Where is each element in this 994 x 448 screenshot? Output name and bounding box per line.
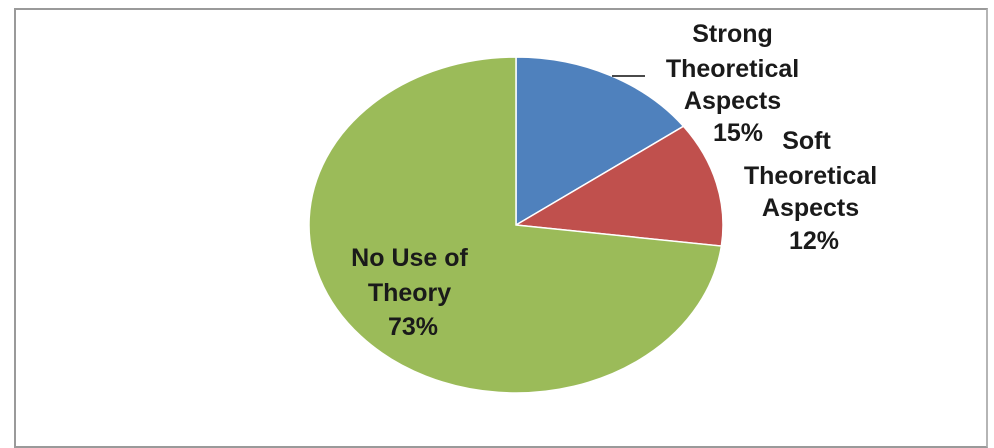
- slice-label-soft-line-1: Soft: [782, 127, 831, 155]
- slice-label-strong-line-2: Theoretical: [666, 55, 799, 83]
- slice-percent-no-theory: 73%: [388, 313, 438, 341]
- pie-chart: Strong Theoretical Aspects 15% Soft Theo…: [308, 20, 884, 394]
- slice-label-soft-line-3: Aspects: [762, 194, 859, 222]
- slice-label-strong-line-1: Strong: [692, 20, 773, 48]
- slice-label-strong-line-3: Aspects: [684, 87, 781, 115]
- slice-label-strong: Strong Theoretical Aspects 15%: [666, 20, 806, 147]
- slice-percent-soft: 12%: [789, 227, 839, 255]
- slice-percent-strong: 15%: [713, 119, 763, 147]
- pie-slice-soft-theoretical: [513, 125, 724, 247]
- slice-label-soft-line-2: Theoretical: [744, 162, 877, 190]
- slice-label-no-theory: No Use of Theory 73%: [351, 244, 475, 341]
- slice-label-no-theory-line-1: No Use of: [351, 244, 468, 272]
- pie-data-labels: Strong Theoretical Aspects 15% Soft Theo…: [351, 20, 884, 341]
- pie-slices: [308, 56, 724, 394]
- pie-slice-strong-theoretical: [515, 56, 685, 227]
- pie-slice-no-use-of-theory: [308, 56, 723, 394]
- slice-label-no-theory-line-2: Theory: [368, 279, 451, 307]
- slice-label-soft: Soft Theoretical Aspects 12%: [744, 127, 884, 255]
